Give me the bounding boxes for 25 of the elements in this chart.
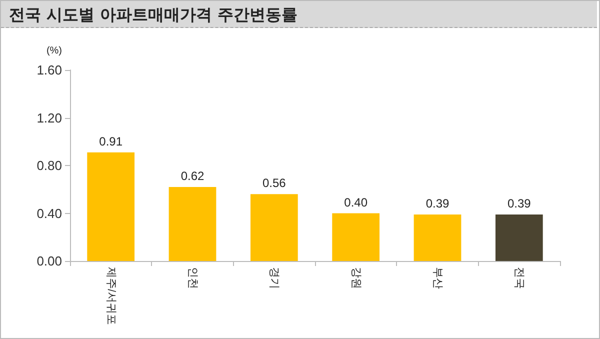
text: 0.80: [36, 158, 62, 173]
x-tick-label: 인천: [186, 267, 198, 289]
text: 0.00: [36, 254, 62, 268]
bar: [87, 152, 135, 261]
bar: [168, 186, 216, 261]
bar: [414, 214, 462, 261]
data-label: 0.62: [180, 168, 204, 183]
x-tick-label: 경기: [268, 267, 280, 289]
bar: [495, 214, 543, 261]
data-label: 0.39: [507, 196, 532, 210]
x-tick-label: 제주/서귀포: [104, 267, 117, 326]
text: 1.60: [36, 62, 62, 78]
text: 1.20: [36, 110, 62, 126]
x-tick-label: 부산: [432, 267, 444, 289]
text: 0.40: [36, 206, 62, 221]
bar: [250, 194, 298, 261]
bar: [332, 213, 380, 261]
data-label: 0.39: [426, 196, 450, 210]
data-label: 0.56: [262, 176, 286, 190]
data-label: 0.40: [344, 195, 368, 210]
x-tick-label: 전국: [513, 267, 526, 289]
x-tick-label: 강원: [350, 267, 362, 289]
chart-title: 전국 시도별 아파트매매가격 주간변동률: [1, 1, 597, 28]
data-label: 0.91: [99, 134, 123, 148]
y-axis-title: (%): [46, 46, 62, 56]
